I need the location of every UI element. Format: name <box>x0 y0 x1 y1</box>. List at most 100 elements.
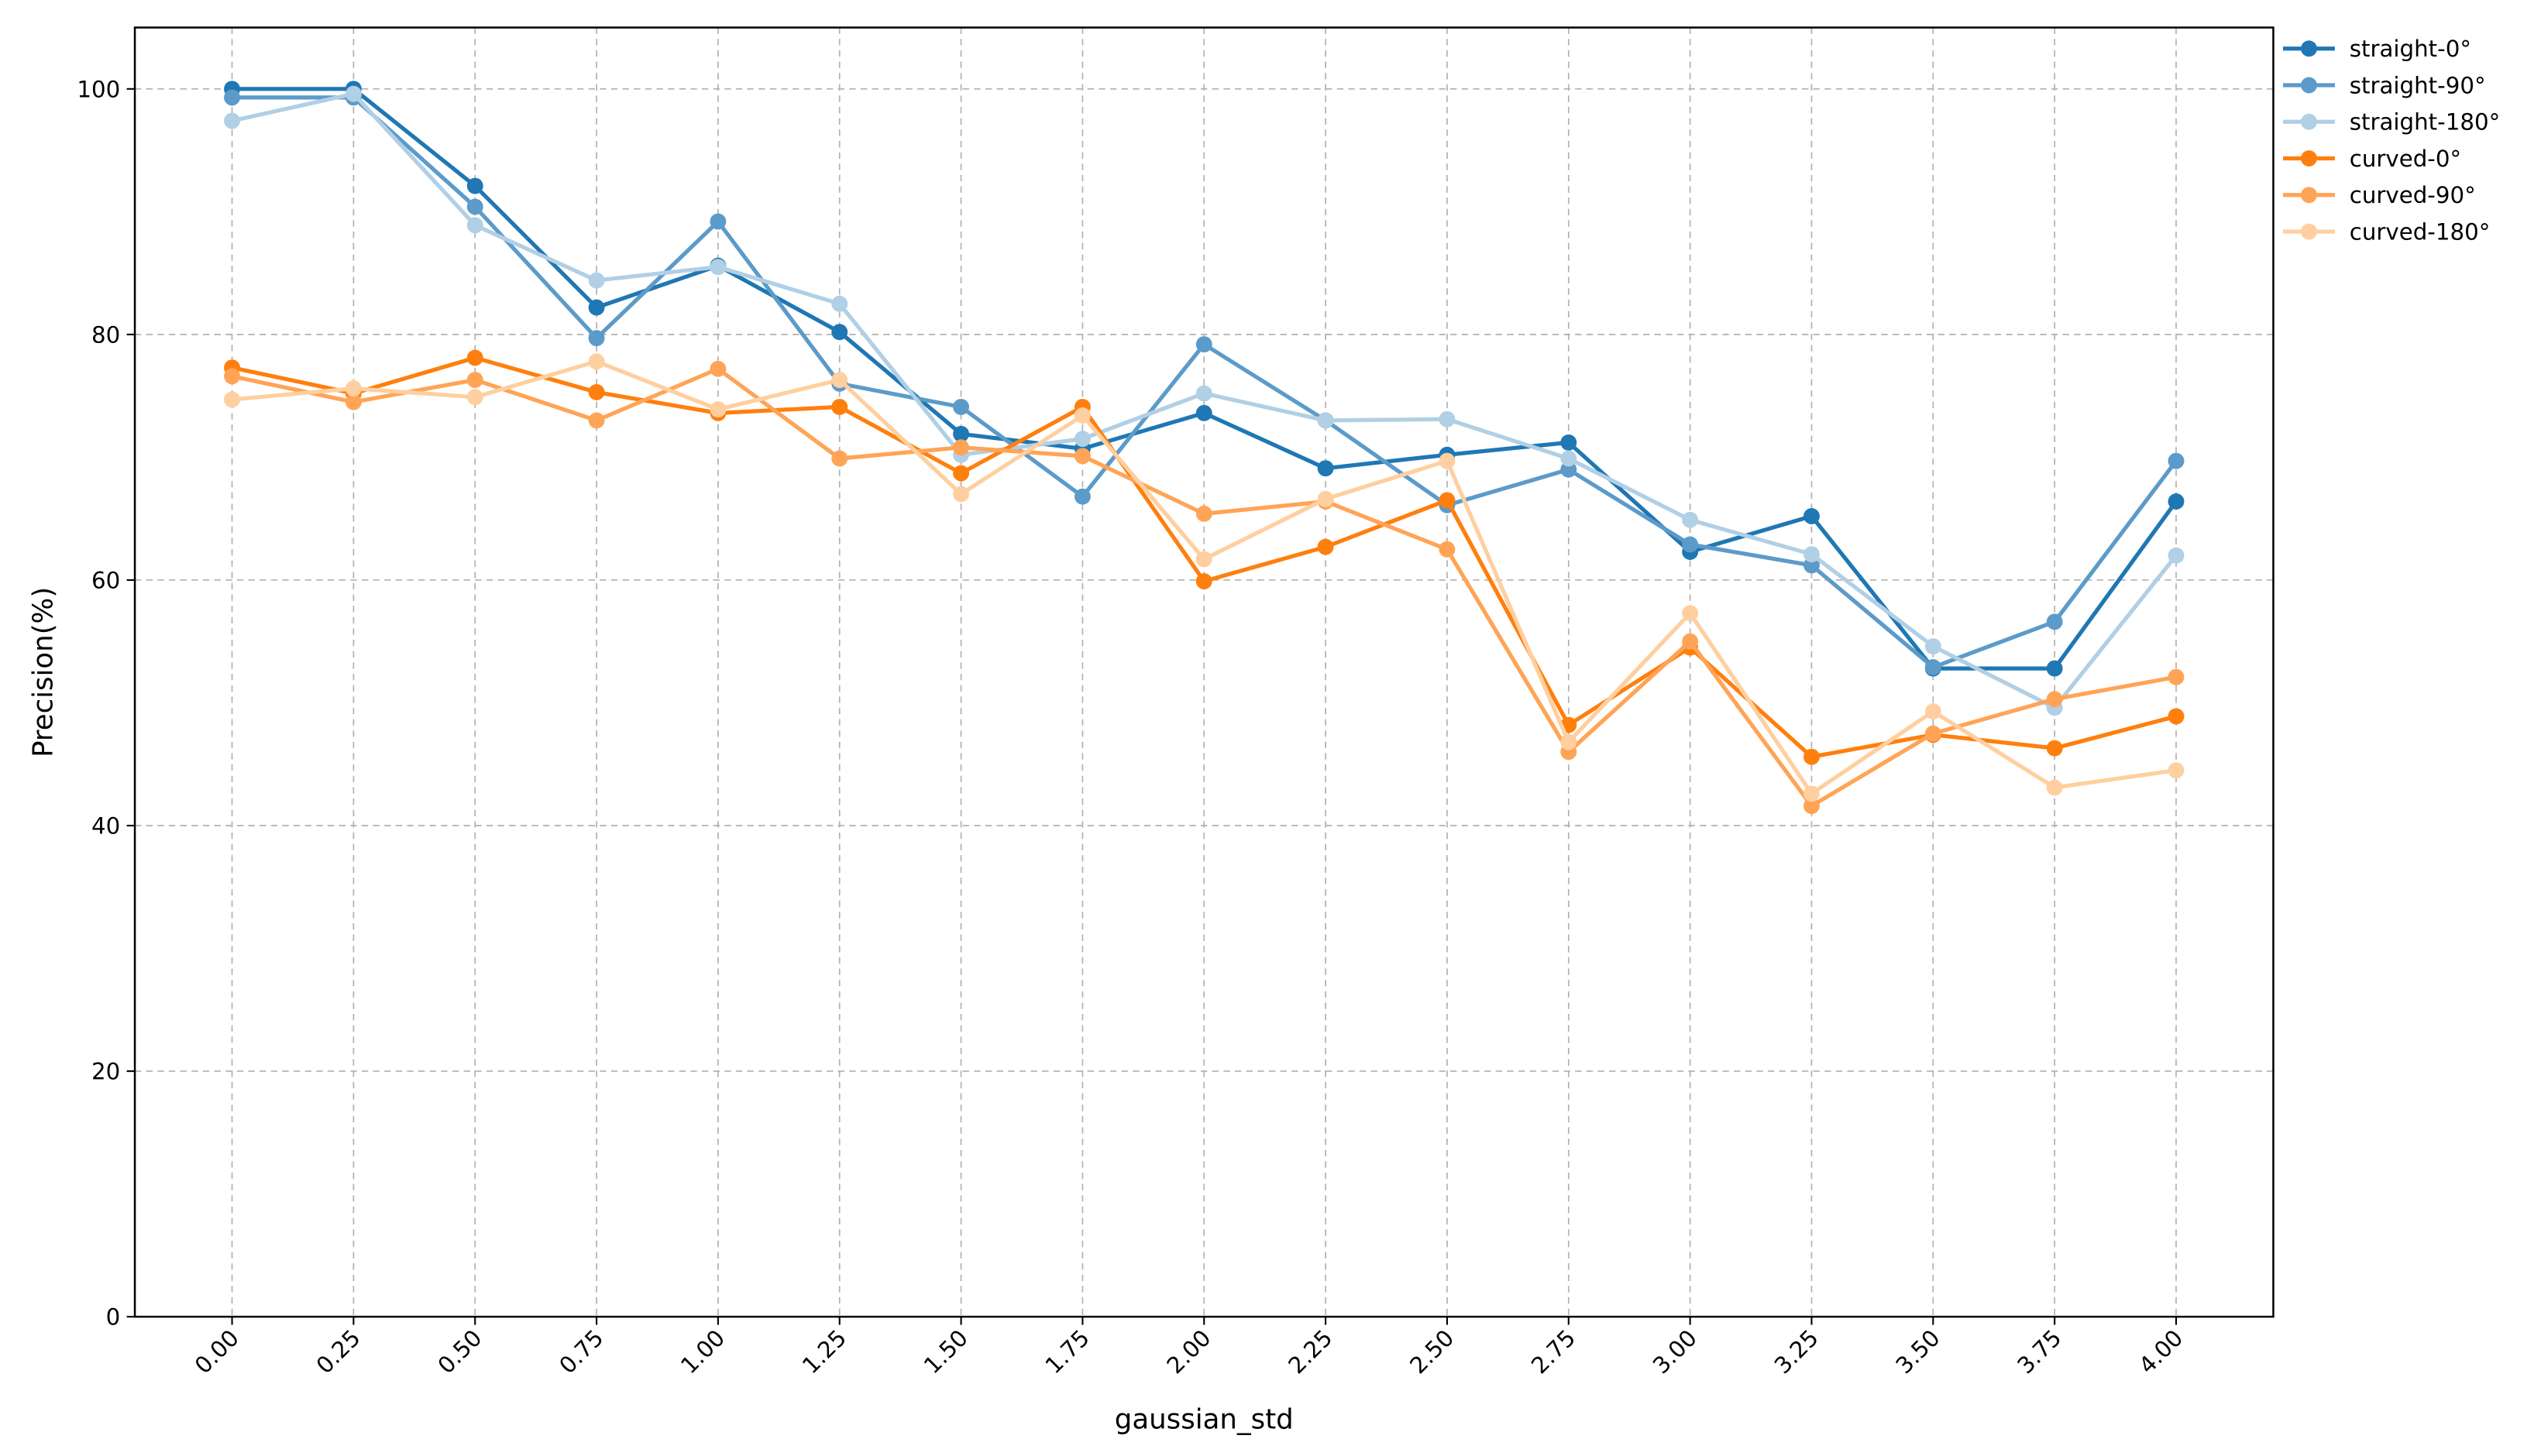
point <box>588 353 605 370</box>
point <box>2046 613 2063 630</box>
point <box>1924 725 1941 742</box>
point <box>1560 733 1577 750</box>
y-tick-label: 100 <box>77 76 120 102</box>
point <box>1803 785 1820 802</box>
x-tick-label: 1.00 <box>676 1324 730 1379</box>
point <box>1195 404 1212 421</box>
point <box>1317 412 1334 429</box>
x-axis-label: gaussian_std <box>1115 1403 1294 1435</box>
legend-marker <box>2301 40 2317 57</box>
legend-label: curved-180° <box>2350 218 2491 245</box>
legend-label: straight-0° <box>2350 36 2471 62</box>
x-tick-label: 3.50 <box>1891 1324 1945 1379</box>
x-tick-label: 2.00 <box>1162 1324 1216 1379</box>
point <box>345 380 362 397</box>
point <box>588 330 605 347</box>
point <box>2168 708 2185 725</box>
legend-marker <box>2301 187 2317 204</box>
point <box>1682 511 1699 528</box>
point <box>710 213 727 230</box>
point <box>1439 452 1456 469</box>
point <box>831 450 848 467</box>
x-tick-label: 0.25 <box>311 1324 366 1379</box>
point <box>1439 541 1456 558</box>
x-tick-label: 0.75 <box>554 1324 608 1379</box>
point <box>1439 492 1456 509</box>
point <box>2046 660 2063 677</box>
legend-marker <box>2301 150 2317 167</box>
point <box>2046 779 2063 796</box>
plot-frame <box>133 26 2275 1318</box>
point <box>1195 385 1212 402</box>
point <box>1803 798 1820 815</box>
point <box>224 89 240 106</box>
point <box>466 372 483 388</box>
point <box>710 360 727 377</box>
legend-marker <box>2301 77 2317 94</box>
point <box>1560 450 1577 467</box>
point <box>2046 740 2063 757</box>
point <box>224 368 240 385</box>
point <box>224 112 240 129</box>
point <box>1924 703 1941 720</box>
y-tick-label: 0 <box>106 1304 121 1331</box>
y-tick-label: 20 <box>91 1059 120 1085</box>
y-tick-label: 40 <box>91 812 120 839</box>
point <box>2168 493 2185 510</box>
point <box>1195 505 1212 522</box>
x-tick-label: 2.50 <box>1405 1324 1459 1379</box>
point <box>345 393 362 410</box>
point <box>1195 573 1212 589</box>
point <box>345 85 362 102</box>
legend-marker <box>2301 223 2317 240</box>
point <box>1074 488 1091 505</box>
point <box>466 198 483 215</box>
point <box>953 398 970 415</box>
point <box>2168 762 2185 779</box>
x-tick-label: 3.00 <box>1648 1324 1702 1379</box>
point <box>1560 434 1577 451</box>
x-tick-label: 1.50 <box>919 1324 973 1379</box>
x-tick-label: 1.25 <box>797 1324 851 1379</box>
point <box>588 412 605 429</box>
x-tick-label: 1.75 <box>1040 1324 1095 1379</box>
point <box>1803 546 1820 563</box>
x-tick-label: 2.25 <box>1283 1324 1337 1379</box>
point <box>1439 410 1456 428</box>
point <box>1074 448 1091 465</box>
x-tick-label: 3.25 <box>1769 1324 1824 1379</box>
point <box>1803 508 1820 524</box>
point <box>1682 605 1699 622</box>
point <box>1195 551 1212 568</box>
point <box>466 177 483 194</box>
x-tick-label: 0.50 <box>432 1324 487 1379</box>
point <box>1195 336 1212 353</box>
point <box>1682 633 1699 650</box>
legend-label: straight-180° <box>2350 109 2500 136</box>
point <box>466 217 483 234</box>
point <box>710 401 727 418</box>
y-tick-label: 60 <box>91 567 120 593</box>
legend-marker <box>2301 113 2317 130</box>
point <box>1317 460 1334 477</box>
point <box>831 324 848 341</box>
point <box>953 425 970 442</box>
point <box>466 349 483 366</box>
point <box>1317 538 1334 555</box>
point <box>1682 536 1699 553</box>
point <box>1074 431 1091 448</box>
point <box>831 295 848 312</box>
point <box>953 486 970 503</box>
legend-label: curved-0° <box>2350 146 2461 172</box>
point <box>224 391 240 408</box>
x-tick-label: 3.75 <box>2012 1324 2066 1379</box>
point <box>588 299 605 316</box>
point <box>2168 668 2185 685</box>
point <box>1924 659 1941 675</box>
y-tick-label: 80 <box>91 321 120 348</box>
legend-label: straight-90° <box>2350 72 2486 98</box>
x-tick-label: 2.75 <box>1526 1324 1580 1379</box>
point <box>1803 748 1820 765</box>
point <box>588 383 605 400</box>
legend-label: curved-90° <box>2350 182 2476 208</box>
